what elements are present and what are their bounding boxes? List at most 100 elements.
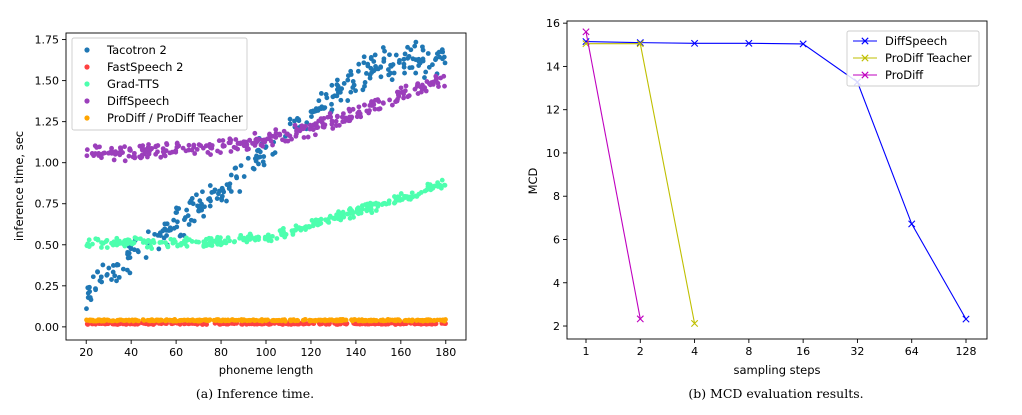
point-tacotron-2 <box>87 289 93 294</box>
point-diffspeech <box>336 122 342 128</box>
point-prodiff-prodiff-teacher <box>343 317 349 323</box>
panel-b-ytick-label: 16 <box>546 17 560 30</box>
panel-b-legend-label: DiffSpeech <box>885 34 947 48</box>
point-diffspeech <box>401 91 407 97</box>
point-tacotron-2 <box>309 114 314 119</box>
point-diffspeech <box>173 148 179 154</box>
point-tacotron-2 <box>385 67 391 72</box>
marker-diffspeech <box>799 40 807 48</box>
point-tacotron-2 <box>237 189 243 194</box>
point-diffspeech <box>146 151 152 157</box>
point-tacotron-2 <box>219 193 225 199</box>
point-prodiff-prodiff-teacher <box>289 317 295 323</box>
point-tacotron-2 <box>207 183 213 188</box>
point-diffspeech <box>367 103 373 108</box>
panel-b-frame <box>566 20 988 340</box>
point-grad-tts <box>307 224 313 230</box>
point-diffspeech <box>347 108 353 114</box>
point-diffspeech <box>442 83 447 89</box>
panel-a-legend-label: Tacotron 2 <box>106 43 167 57</box>
point-prodiff-prodiff-teacher <box>168 318 174 324</box>
point-tacotron-2 <box>412 43 418 49</box>
point-prodiff-prodiff-teacher <box>443 317 448 322</box>
point-prodiff-prodiff-teacher <box>231 317 237 323</box>
point-diffspeech <box>94 145 100 150</box>
point-tacotron-2 <box>378 74 384 80</box>
marker-prodiff-stroke <box>636 315 644 323</box>
point-diffspeech <box>312 132 318 138</box>
panel-a-legend-label: Grad-TTS <box>107 77 159 91</box>
point-tacotron-2 <box>87 295 93 300</box>
point-diffspeech <box>284 131 290 137</box>
point-tacotron-2 <box>345 98 351 103</box>
point-grad-tts <box>270 233 275 239</box>
panel-a-xtick-label: 100 <box>256 346 277 359</box>
point-diffspeech <box>233 137 239 142</box>
point-prodiff-prodiff-teacher <box>260 317 265 323</box>
point-diffspeech <box>329 118 335 124</box>
point-prodiff-prodiff-teacher <box>336 317 342 323</box>
point-diffspeech <box>376 106 382 112</box>
panel-b-ytick-label: 2 <box>553 320 560 333</box>
point-prodiff-prodiff-teacher <box>239 317 244 322</box>
point-tacotron-2 <box>214 196 220 201</box>
point-grad-tts <box>170 240 176 246</box>
point-prodiff-prodiff-teacher <box>439 317 445 323</box>
point-grad-tts <box>350 211 356 217</box>
point-prodiff-prodiff-teacher <box>325 318 331 323</box>
point-tacotron-2 <box>233 165 239 171</box>
point-tacotron-2 <box>329 101 334 107</box>
point-diffspeech <box>299 123 305 129</box>
point-tacotron-2 <box>120 266 126 272</box>
point-tacotron-2 <box>209 190 215 195</box>
point-diffspeech <box>155 143 161 148</box>
point-prodiff-prodiff-teacher <box>417 318 423 323</box>
panel-a-legend-marker <box>84 115 90 121</box>
panel-b-ytick-label: 6 <box>553 233 560 246</box>
point-diffspeech <box>307 126 313 132</box>
point-grad-tts <box>134 236 140 242</box>
point-diffspeech <box>84 153 90 159</box>
point-grad-tts <box>214 237 220 242</box>
point-grad-tts <box>85 241 91 247</box>
point-diffspeech <box>252 140 258 145</box>
point-diffspeech <box>221 143 227 149</box>
point-diffspeech <box>203 143 209 149</box>
point-tacotron-2 <box>100 262 106 268</box>
point-diffspeech <box>186 142 192 148</box>
point-diffspeech <box>406 93 412 99</box>
point-grad-tts <box>441 182 447 188</box>
point-grad-tts <box>368 204 374 210</box>
point-grad-tts <box>121 241 126 247</box>
point-tacotron-2 <box>86 285 92 290</box>
point-tacotron-2 <box>371 59 377 64</box>
series-line-diffspeech <box>585 41 967 320</box>
point-prodiff-prodiff-teacher <box>295 318 301 324</box>
point-tacotron-2 <box>321 106 327 111</box>
point-diffspeech <box>113 149 118 155</box>
point-tacotron-2 <box>334 82 340 88</box>
point-diffspeech <box>167 150 173 156</box>
point-tacotron-2 <box>234 175 240 181</box>
point-tacotron-2 <box>174 219 180 225</box>
point-tacotron-2 <box>109 277 114 282</box>
point-diffspeech <box>174 141 180 147</box>
point-diffspeech <box>280 137 285 143</box>
point-tacotron-2 <box>423 69 429 75</box>
point-tacotron-2 <box>401 61 407 67</box>
point-tacotron-2 <box>174 210 180 215</box>
point-tacotron-2 <box>84 306 89 312</box>
point-grad-tts <box>202 239 207 245</box>
point-diffspeech <box>191 142 197 148</box>
point-tacotron-2 <box>413 70 419 76</box>
point-tacotron-2 <box>323 92 329 97</box>
point-tacotron-2 <box>337 89 343 95</box>
point-tacotron-2 <box>104 272 110 277</box>
panel-a-inference-time: 20 40 60 80 100 120 140 160 180 0.00 0.25 0.50 0.75 1… <box>12 32 467 401</box>
point-prodiff-prodiff-teacher <box>428 317 433 323</box>
point-diffspeech <box>111 157 117 163</box>
point-diffspeech <box>358 114 364 120</box>
point-prodiff-prodiff-teacher <box>198 318 203 324</box>
panel-b-legend-label: ProDiff Teacher <box>885 51 972 65</box>
